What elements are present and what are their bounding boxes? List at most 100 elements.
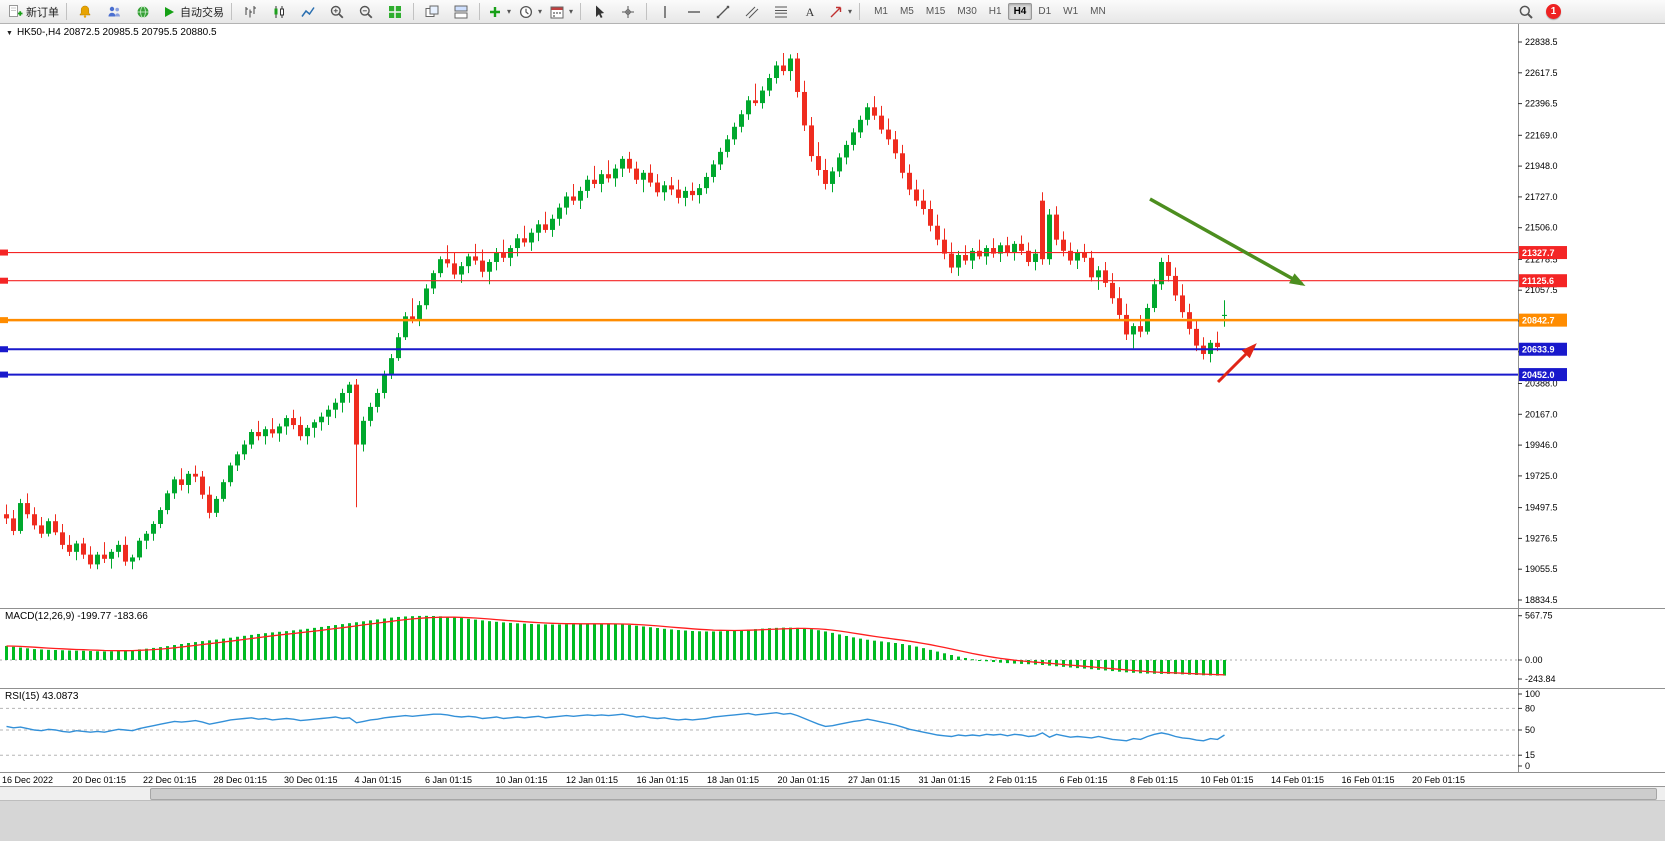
toolbar-right-group: 1 xyxy=(1512,2,1561,22)
svg-text:18834.5: 18834.5 xyxy=(1525,595,1558,605)
svg-text:21125.6: 21125.6 xyxy=(1522,276,1554,286)
price-tag xyxy=(1519,274,1567,288)
svg-text:-243.84: -243.84 xyxy=(1525,674,1556,684)
price-tag xyxy=(1519,342,1567,356)
horizontal-levels[interactable]: 21327.7 21125.6 20842.7 20633.9 20452.0 xyxy=(0,246,1567,382)
toolbar: 新订单 自动交易 ▾ ▾ ▾ A ▾ M1 M5 M15 M30 H1 H4 D1 W1 MN 1 xyxy=(0,0,1665,24)
macd-signal-line xyxy=(6,616,1225,676)
svg-text:21948.0: 21948.0 xyxy=(1525,161,1558,171)
svg-text:20633.9: 20633.9 xyxy=(1522,345,1555,355)
timeframe-M15[interactable]: M15 xyxy=(925,6,946,17)
search-button[interactable] xyxy=(1512,2,1540,22)
globe-icon xyxy=(135,4,151,20)
collapse-triangle-icon[interactable]: ▼ xyxy=(6,30,13,37)
time-label: 27 Jan 01:15 xyxy=(848,775,901,785)
svg-text:15: 15 xyxy=(1525,750,1535,760)
play-icon xyxy=(161,4,177,20)
toolbar-separator xyxy=(66,3,67,20)
plus-green-icon xyxy=(487,4,503,20)
line-chart-button[interactable] xyxy=(294,2,322,22)
timeframe-H4[interactable]: H4 xyxy=(1007,3,1033,20)
downtrend-arrow[interactable] xyxy=(1149,197,1306,286)
timeframe-MN[interactable]: MN xyxy=(1090,6,1106,17)
time-label: 10 Jan 01:15 xyxy=(495,775,548,785)
data-window-button[interactable] xyxy=(100,2,128,22)
timeframe-D1[interactable]: D1 xyxy=(1038,6,1052,17)
candlestick-chart-button[interactable] xyxy=(265,2,293,22)
horizontal-scrollbar[interactable] xyxy=(0,787,1665,801)
text-tool-button[interactable]: A xyxy=(796,2,824,22)
cursor-icon xyxy=(591,4,607,20)
zoom-out-button[interactable] xyxy=(352,2,380,22)
add-indicator-button[interactable]: ▾ xyxy=(484,2,514,22)
window-h-icon xyxy=(453,4,469,20)
timeframe-M1[interactable]: M1 xyxy=(874,6,888,17)
channel-tool-button[interactable] xyxy=(738,2,766,22)
templates-button[interactable]: ▾ xyxy=(546,2,576,22)
time-label: 30 Dec 01:15 xyxy=(284,775,338,785)
timeframe-W1[interactable]: W1 xyxy=(1063,6,1079,17)
macd-label: MACD(12,26,9) -199.77 -183.66 xyxy=(5,611,148,622)
time-label: 16 Dec 2022 xyxy=(2,775,54,785)
cascade-windows-button[interactable] xyxy=(418,2,446,22)
market-watch-button[interactable] xyxy=(71,2,99,22)
autotrading-button[interactable]: 自动交易 xyxy=(158,2,227,22)
zoom-in-icon xyxy=(329,4,345,20)
clock-icon xyxy=(518,4,534,20)
channel-icon xyxy=(744,4,760,20)
svg-text:20388.0: 20388.0 xyxy=(1525,379,1558,389)
window-bottom xyxy=(0,786,1665,841)
new-order-button[interactable]: 新订单 xyxy=(4,2,62,22)
periods-button[interactable]: ▾ xyxy=(515,2,545,22)
svg-text:19946.0: 19946.0 xyxy=(1525,440,1558,450)
tile-windows-button[interactable] xyxy=(381,2,409,22)
svg-text:A: A xyxy=(806,5,815,19)
fibo-icon xyxy=(773,4,789,20)
timeframe-H1[interactable]: H1 xyxy=(988,6,1002,17)
time-axis[interactable]: 16 Dec 2022 20 Dec 01:15 22 Dec 01:15 28 De… xyxy=(0,772,1665,786)
svg-text:20452.0: 20452.0 xyxy=(1522,370,1555,380)
timeframe-M5[interactable]: M5 xyxy=(899,6,914,17)
svg-text:22617.5: 22617.5 xyxy=(1525,68,1558,78)
trendline-tool-button[interactable] xyxy=(709,2,737,22)
price-chart[interactable]: 22838.5 22617.5 22396.5 22169.0 21948.0 21727… xyxy=(0,24,1665,608)
rsi-label: RSI(15) 43.0873 xyxy=(5,691,79,702)
timeframe-group: M1 M5 M15 M30 H1 H4 D1 W1 MN xyxy=(868,3,1112,20)
time-label: 10 Feb 01:15 xyxy=(1200,775,1254,785)
time-label: 4 Jan 01:15 xyxy=(354,775,402,785)
svg-text:21057.5: 21057.5 xyxy=(1525,285,1558,295)
crosshair-tool-button[interactable] xyxy=(614,2,642,22)
chart-ohlc-title: ▼ HK50-,H4 20872.5 20985.5 20795.5 20880.… xyxy=(6,27,217,38)
macd-panel[interactable]: 567.75 0.00 -243.84 xyxy=(0,608,1665,688)
left-price-marker xyxy=(0,249,8,256)
vertical-line-tool-button[interactable] xyxy=(651,2,679,22)
cursor-tool-button[interactable] xyxy=(585,2,613,22)
text-icon: A xyxy=(802,4,818,20)
gold-icon xyxy=(77,4,93,20)
time-label: 16 Feb 01:15 xyxy=(1341,775,1395,785)
tile-horizontal-button[interactable] xyxy=(447,2,475,22)
bounce-arrow[interactable] xyxy=(1216,343,1257,384)
chevron-down-icon: ▾ xyxy=(507,7,512,16)
time-label: 16 Jan 01:15 xyxy=(636,775,689,785)
rsi-panel[interactable]: 100 80 50 150 xyxy=(0,688,1665,772)
horizontal-line-tool-button[interactable] xyxy=(680,2,708,22)
chevron-down-icon: ▾ xyxy=(569,7,574,16)
toolbar-separator xyxy=(646,3,648,20)
svg-text:20842.7: 20842.7 xyxy=(1522,316,1555,326)
notification-badge[interactable]: 1 xyxy=(1546,4,1561,19)
left-price-marker xyxy=(0,277,8,284)
zoom-in-button[interactable] xyxy=(323,2,351,22)
new-order-icon xyxy=(7,4,23,20)
strategy-button[interactable] xyxy=(129,2,157,22)
time-label: 2 Feb 01:15 xyxy=(989,775,1038,785)
candles xyxy=(4,52,1227,570)
scrollbar-thumb[interactable] xyxy=(150,788,1657,800)
timeframe-M30[interactable]: M30 xyxy=(957,6,977,17)
calendar-icon xyxy=(549,4,565,20)
fibonacci-tool-button[interactable] xyxy=(767,2,795,22)
bar-chart-button[interactable] xyxy=(236,2,264,22)
left-price-marker xyxy=(0,317,8,324)
arrows-tool-button[interactable]: ▾ xyxy=(825,2,855,22)
